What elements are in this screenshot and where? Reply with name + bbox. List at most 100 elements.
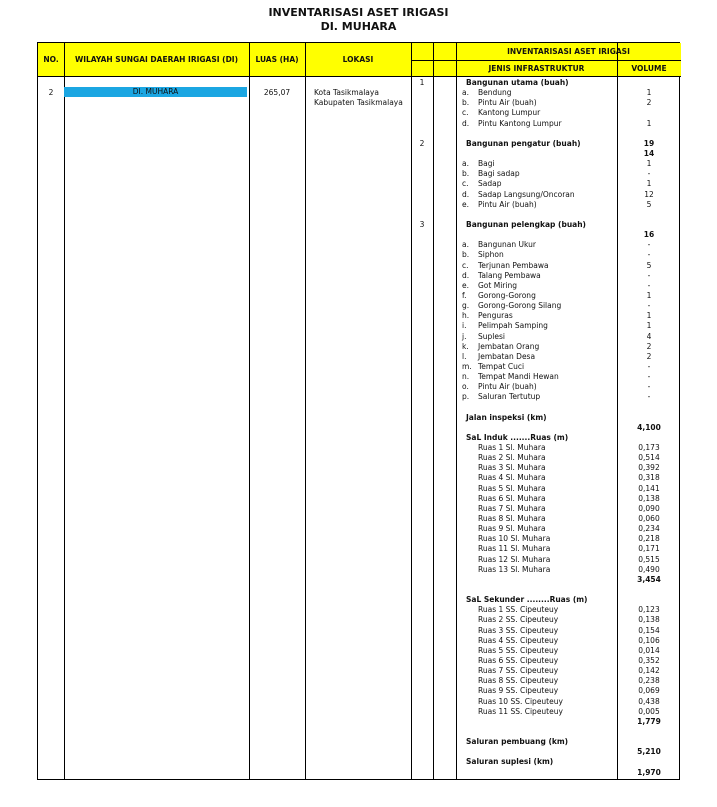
item-row: d. Talang Pembawa - (38, 271, 681, 281)
item-label: Bangunan pengatur (buah) (466, 138, 581, 148)
item-row: Ruas 6 Sl. Muhara 0,138 (38, 494, 681, 504)
item-row: Ruas 13 Sl. Muhara 0,490 (38, 565, 681, 575)
item-volume: 19 (643, 138, 655, 148)
item-row: Ruas 9 Sl. Muhara 0,234 (38, 524, 681, 534)
item-row: Ruas 3 SS. Cipeuteuy 0,154 (38, 626, 681, 636)
item-volume: 0,069 (638, 686, 660, 696)
item-row: e. Got Miring - (38, 281, 681, 291)
asset-table: NO. WILAYAH SUNGAI DAERAH IRIGASI (DI) L… (37, 42, 681, 780)
item-label: Ruas 1 SS. Cipeuteuy (478, 605, 559, 615)
item-label: Ruas 6 SS. Cipeuteuy (478, 656, 559, 666)
item-letter: i. (462, 321, 467, 331)
infrastructure-block: Saluran pembuang (km) 5,210 Saluran suples… (38, 737, 681, 778)
item-letter: d. (462, 118, 470, 128)
item-volume: 3,454 (637, 574, 661, 584)
item-volume: 0,392 (638, 463, 660, 473)
item-row: Ruas 11 SS. Cipeuteuy 0,005 (38, 707, 681, 717)
item-volume: - (647, 382, 651, 392)
col-divider (433, 43, 434, 779)
item-row: c. Kantong Lumpur (38, 108, 681, 118)
item-label: SaL Sekunder ........Ruas (m) (466, 595, 588, 605)
item-volume: 1 (646, 118, 652, 128)
item-volume: 1 (646, 179, 652, 189)
item-volume: 0,060 (638, 514, 660, 524)
item-label: Pintu Kantong Lumpur (478, 118, 562, 128)
item-volume: 0,138 (638, 493, 660, 503)
item-label: Ruas 4 SS. Cipeuteuy (478, 635, 559, 645)
item-volume: - (647, 270, 651, 280)
record-lokasi-2: Kabupaten Tasikmalaya (314, 98, 403, 107)
item-label: Pelimpah Samping (478, 321, 548, 331)
item-row: Ruas 8 SS. Cipeuteuy 0,238 (38, 676, 681, 686)
item-label: Pintu Air (buah) (478, 199, 537, 209)
category-number: 3 (419, 219, 425, 229)
item-volume: - (647, 240, 651, 250)
item-row: 14 (38, 149, 681, 159)
item-volume: 2 (646, 98, 652, 108)
item-label: Ruas 10 SS. Cipeuteuy (478, 696, 563, 706)
infrastructure-block: 1 Bangunan utama (buah) a. Bendung 1 b. Pintu … (38, 78, 681, 129)
item-letter: e. (462, 280, 469, 290)
item-volume: 0,318 (638, 473, 660, 483)
category-number: 1 (419, 78, 425, 87)
item-label: Ruas 11 Sl. Muhara (478, 544, 551, 554)
item-volume: 0,014 (638, 645, 660, 655)
item-row: d. Sadap Langsung/Oncoran 12 (38, 190, 681, 200)
item-volume: 5 (646, 260, 652, 270)
header-no: NO. (38, 43, 64, 77)
category-row: 3 Bangunan pelengkap (buah) (38, 220, 681, 230)
item-label: Ruas 10 Sl. Muhara (478, 534, 551, 544)
item-label: Ruas 2 Sl. Muhara (478, 453, 546, 463)
item-row: b. Siphon - (38, 250, 681, 260)
item-label: Saluran pembuang (km) (466, 737, 569, 747)
category-row: 2 Bangunan pengatur (buah) 19 (38, 139, 681, 149)
item-letter: l. (462, 351, 467, 361)
infrastructure-block: 3 Bangunan pelengkap (buah) 16 a. Bangunan U… (38, 220, 681, 403)
item-row: Ruas 2 Sl. Muhara 0,514 (38, 453, 681, 463)
item-label: Jembatan Desa (478, 351, 536, 361)
item-letter: c. (462, 260, 469, 270)
item-label: Bangunan utama (buah) (466, 78, 569, 87)
infrastructure-block: SaL Sekunder ........Ruas (m) Ruas 1 SS. … (38, 595, 681, 727)
item-volume: 1 (646, 290, 652, 300)
item-volume: 1,779 (637, 716, 661, 726)
item-row: f. Gorong-Gorong 1 (38, 291, 681, 301)
col-divider (411, 43, 412, 779)
item-label: Tempat Cuci (478, 361, 525, 371)
item-label: Ruas 8 Sl. Muhara (478, 514, 546, 524)
item-volume: 0,141 (638, 483, 660, 493)
header-wilayah: WILAYAH SUNGAI DAERAH IRIGASI (DI) (64, 43, 249, 77)
category-row: 1 Bangunan utama (buah) (38, 78, 681, 88)
item-label: Saluran suplesi (km) (466, 757, 554, 767)
item-row: h. Penguras 1 (38, 311, 681, 321)
item-letter: b. (462, 250, 470, 260)
item-volume: 0,173 (638, 443, 660, 453)
item-label: Ruas 13 Sl. Muhara (478, 564, 551, 574)
record-luas: 265,07 (263, 88, 291, 97)
item-label: Jembatan Orang (478, 341, 540, 351)
header-divider (411, 60, 681, 61)
item-volume: 12 (644, 189, 654, 199)
item-label: Jalan inspeksi (km) (466, 412, 547, 422)
item-label: Pintu Air (buah) (478, 382, 537, 392)
item-letter: a. (462, 88, 469, 98)
item-volume: 0,138 (638, 615, 660, 625)
col-divider (305, 43, 306, 779)
item-volume: 4,100 (637, 422, 661, 432)
item-row: 5,210 (38, 747, 681, 757)
category-row: SaL Sekunder ........Ruas (m) (38, 595, 681, 605)
category-number: 2 (419, 138, 425, 148)
item-volume: 4 (646, 331, 652, 341)
item-row: Ruas 1 SS. Cipeuteuy 0,123 (38, 605, 681, 615)
infrastructure-block: 2 Bangunan pengatur (buah) 19 14 a. Bagi 1 b. Ba… (38, 139, 681, 210)
item-volume: - (647, 280, 651, 290)
item-label: Ruas 5 SS. Cipeuteuy (478, 645, 559, 655)
item-row: Ruas 8 Sl. Muhara 0,060 (38, 514, 681, 524)
col-divider (249, 43, 250, 779)
item-label: Talang Pembawa (478, 270, 541, 280)
item-volume: 1 (646, 311, 652, 321)
item-label: SaL Induk .......Ruas (m) (466, 432, 569, 442)
item-letter: j. (462, 331, 467, 341)
item-volume: 5 (646, 199, 652, 209)
